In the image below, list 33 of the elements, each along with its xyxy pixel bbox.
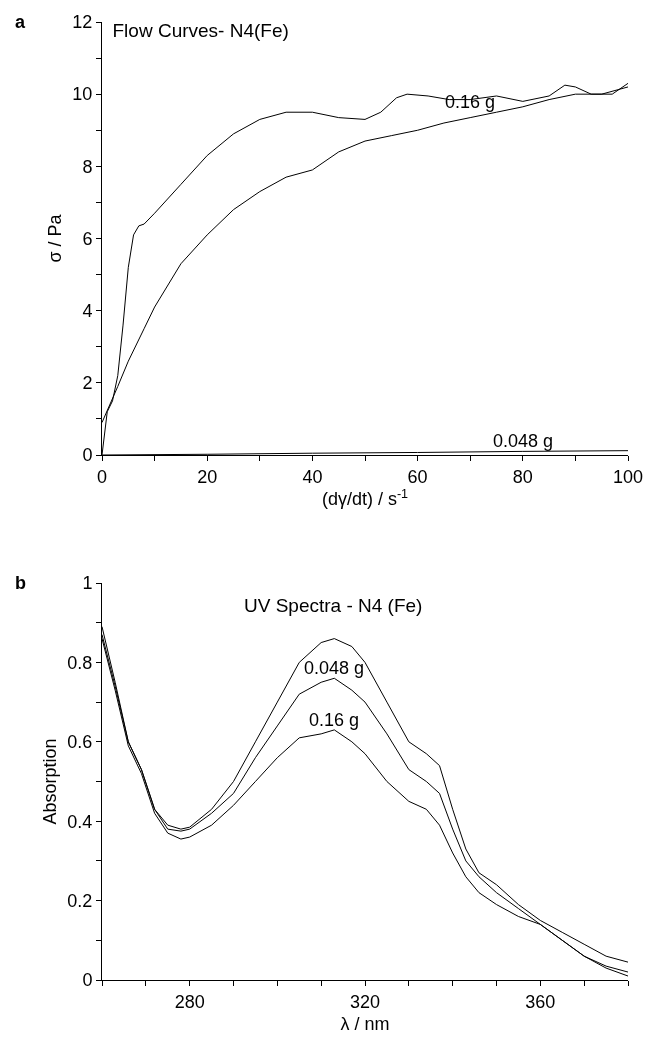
- y-tick-label: 0.6: [67, 732, 93, 753]
- y-tick-label: 0.8: [67, 652, 93, 673]
- y-tick-label: 4: [82, 300, 93, 321]
- x-tick-label: 320: [349, 991, 381, 1012]
- x-tick-label: 360: [525, 991, 556, 1012]
- text: UV Spectra - N4 (Fe): [244, 594, 423, 616]
- annotation: 0.048 g: [304, 658, 365, 678]
- x-tick-label: 80: [512, 466, 533, 487]
- y-tick-label: 8: [82, 156, 93, 177]
- x-tick-label: 40: [302, 466, 323, 487]
- y-axis-title: Absorption: [39, 738, 60, 825]
- text: b: [15, 573, 26, 593]
- x-tick-label: 0: [96, 466, 108, 487]
- y-tick-label: 12: [72, 12, 93, 33]
- text: a: [15, 12, 26, 32]
- y-tick-label: 0.2: [67, 890, 93, 911]
- x-axis-title: (dγ/dt) / s$^{-1}$: [321, 486, 409, 510]
- x-tick-label: 60: [407, 466, 428, 487]
- x-axis-title: λ / nm: [340, 1013, 390, 1034]
- x-tick-label: 100: [612, 466, 644, 487]
- chart-title: Flow Curves- N4(Fe): [112, 19, 289, 41]
- y-tick-label: 0: [82, 445, 93, 466]
- y-axis-title: σ / Pa: [44, 213, 65, 263]
- y-tick-label: 6: [82, 228, 93, 249]
- x-tick-label: 280: [174, 991, 205, 1012]
- y-tick-label: 0: [82, 970, 93, 991]
- y-tick-label: 0.4: [67, 811, 93, 832]
- annotation: 0.16 g: [309, 710, 360, 730]
- y-tick-label: 10: [72, 84, 93, 105]
- x-tick-label: 20: [197, 466, 218, 487]
- y-tick-label: 1: [82, 573, 93, 594]
- annotation: 0.048 g: [493, 431, 554, 451]
- y-tick-label: 2: [82, 373, 93, 394]
